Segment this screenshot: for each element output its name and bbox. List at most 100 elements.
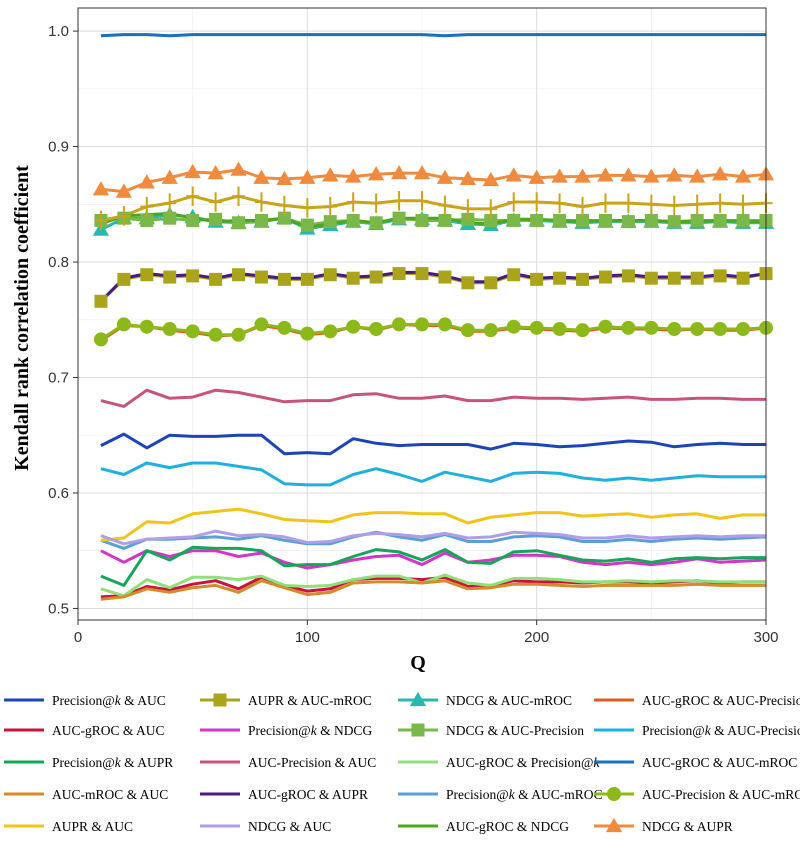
plot-border [77, 7, 767, 621]
data-point-s2-17 [461, 276, 475, 290]
legend-item-1: Precision@k & AUC [4, 693, 166, 708]
series-line-13 [100, 579, 766, 601]
legend-item-6: Precision@k & NDCG [200, 723, 372, 738]
data-point-s20-2 [115, 183, 132, 198]
data-point-s20-19 [505, 167, 522, 182]
data-point-s7-4 [163, 211, 177, 225]
data-point-s7-5 [186, 213, 200, 227]
data-point-s20-6 [207, 164, 224, 180]
data-point-s2-19 [507, 268, 521, 282]
series-line-18 [100, 529, 766, 546]
legend: Precision@k & AUC AUPR & AUC-mROC NDCG & A… [4, 691, 800, 834]
legend-item-2: AUPR & AUC-mROC [200, 693, 372, 708]
data-point-s7-16 [438, 213, 452, 227]
data-point-s20-20 [528, 169, 545, 184]
data-point-s2-21 [553, 271, 567, 285]
data-point-s7-3 [140, 213, 154, 227]
legend-key-marker [213, 693, 227, 707]
data-point-s20-1 [92, 181, 110, 196]
data-point-s20-10 [299, 169, 316, 184]
data-point-s20-21 [551, 168, 568, 183]
data-point-s7-26 [667, 215, 681, 229]
data-point-s21-5 [186, 186, 200, 206]
series-line-10 [100, 388, 766, 408]
legend-item-5: AUC-gROC & AUC [4, 723, 165, 738]
y-tick-label: 0.5 [48, 600, 69, 617]
data-point-s20-4 [161, 169, 178, 184]
x-tick-label: 300 [753, 629, 778, 646]
series-line-1 [100, 432, 766, 456]
series-line-12 [100, 33, 766, 38]
legend-label: AUC-Precision & AUC-mROC [642, 787, 800, 802]
data-point-s16-14 [392, 317, 407, 332]
legend-label: NDCG & AUC [248, 819, 331, 834]
series-line-9 [100, 545, 766, 587]
data-point-s21-20 [530, 192, 544, 212]
data-point-s16-5 [185, 324, 200, 339]
data-point-s7-15 [415, 213, 429, 227]
data-point-s21-4 [163, 193, 177, 213]
data-point-s2-14 [392, 267, 406, 281]
data-point-s16-12 [346, 319, 361, 334]
data-point-s21-8 [254, 192, 268, 212]
data-point-s2-20 [530, 272, 544, 286]
data-point-s21-7 [232, 186, 246, 206]
data-point-s21-23 [598, 193, 612, 213]
data-point-s2-28 [713, 269, 727, 283]
data-point-s21-15 [415, 191, 429, 211]
data-point-s21-29 [736, 194, 750, 215]
data-point-s16-15 [415, 317, 429, 332]
data-point-s16-18 [483, 323, 498, 338]
data-point-s7-7 [232, 216, 246, 230]
data-point-s16-21 [552, 322, 567, 337]
data-point-s7-27 [690, 213, 704, 227]
legend-label: AUC-Precision & AUC [248, 755, 376, 770]
data-point-s20-13 [368, 166, 385, 181]
legend-item-3: NDCG & AUC-mROC [398, 691, 572, 708]
series-line-15 [100, 530, 767, 550]
data-point-s21-17 [461, 199, 475, 219]
data-point-s2-24 [621, 269, 635, 283]
legend-item-4: AUC-gROC & AUC-Precision [594, 693, 800, 708]
legend-item-15: Precision@k & AUC-mROC [398, 787, 602, 802]
data-point-s2-15 [415, 267, 429, 281]
legend-label: Precision@k & AUC-Precision [642, 723, 800, 738]
data-point-s7-25 [644, 213, 658, 227]
data-point-s2-1 [94, 294, 108, 308]
data-point-s7-12 [346, 213, 360, 227]
legend-label: Precision@k & AUC-mROC [446, 787, 602, 802]
data-point-s2-25 [644, 271, 658, 285]
data-point-s7-29 [736, 213, 750, 227]
data-point-s20-3 [138, 174, 155, 189]
data-point-s20-15 [413, 164, 431, 180]
data-point-s2-11 [323, 268, 337, 282]
data-point-s16-4 [162, 322, 177, 337]
data-point-s16-23 [598, 319, 613, 334]
data-point-s21-27 [690, 194, 704, 215]
data-point-s21-16 [438, 195, 452, 216]
data-point-s7-8 [254, 213, 268, 227]
data-point-s20-14 [390, 164, 408, 180]
data-point-s21-2 [117, 206, 131, 226]
data-point-s2-8 [254, 270, 268, 284]
legend-item-11: AUC-gROC & Precision@k [398, 755, 600, 770]
data-point-s21-12 [346, 192, 360, 212]
legend-label: AUC-gROC & AUC [52, 723, 165, 738]
data-point-s7-18 [484, 213, 498, 227]
data-point-s7-23 [598, 213, 612, 227]
data-point-s2-29 [736, 271, 750, 285]
data-point-s2-18 [484, 276, 498, 290]
data-point-s20-23 [597, 167, 614, 182]
legend-label: Precision@k & AUC [52, 693, 166, 708]
data-point-s20-24 [620, 167, 637, 182]
data-point-s20-28 [712, 166, 729, 181]
data-point-s2-5 [186, 269, 200, 283]
data-point-s2-6 [209, 272, 223, 286]
data-point-s21-28 [713, 193, 727, 213]
data-point-s2-2 [117, 272, 131, 286]
legend-label: AUPR & AUC-mROC [248, 693, 372, 708]
legend-item-19: AUC-gROC & NDCG [398, 819, 569, 834]
data-point-s21-3 [140, 196, 154, 217]
data-point-s16-20 [529, 320, 544, 335]
x-tick-label: 200 [524, 629, 549, 646]
